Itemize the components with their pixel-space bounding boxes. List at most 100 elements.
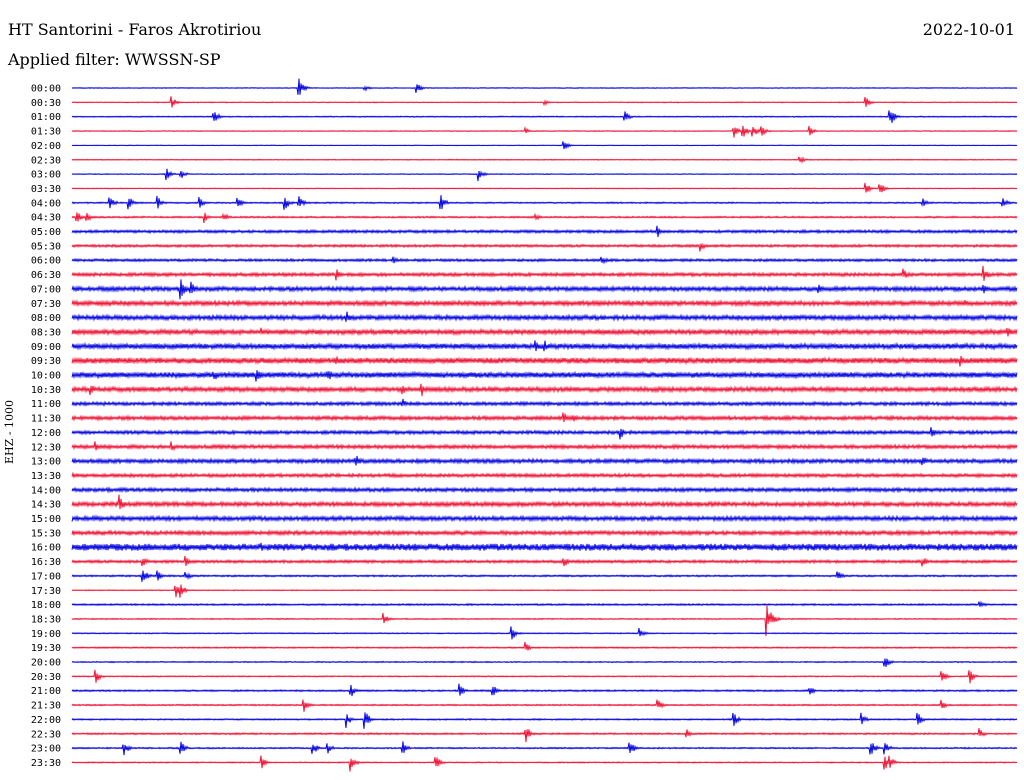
trace-1600 [71, 542, 1018, 552]
trace-1900 [71, 626, 1018, 640]
trace-1500 [71, 514, 1018, 523]
row-time-label: 19:00 [31, 629, 61, 640]
row-time-label: 12:30 [31, 442, 61, 453]
row-time-label: 07:00 [31, 284, 61, 295]
trace-0600 [71, 256, 1018, 265]
row-time-label: 00:00 [31, 84, 61, 95]
trace-1300 [71, 455, 1018, 466]
row-time-label: 11:00 [31, 399, 61, 410]
trace-0730 [71, 299, 1018, 308]
trace-0030 [71, 96, 1018, 108]
trace-0900 [71, 340, 1018, 352]
row-time-label: 10:30 [31, 385, 61, 396]
row-time-label: 21:30 [31, 701, 61, 712]
station-title: HT Santorini - Faros Akrotiriou [8, 20, 262, 39]
row-time-label: 06:30 [31, 270, 61, 281]
row-time-label: 04:30 [31, 213, 61, 224]
trace-1800 [71, 600, 1018, 608]
row-time-label: 02:30 [31, 155, 61, 166]
trace-2030 [71, 669, 1018, 684]
trace-0400 [71, 195, 1018, 210]
row-time-label: 08:00 [31, 313, 61, 324]
row-time-label: 13:30 [31, 471, 61, 482]
trace-1730 [71, 584, 1018, 598]
trace-0200 [71, 141, 1018, 150]
trace-1200 [71, 427, 1018, 440]
filter-label: Applied filter: WWSSN-SP [8, 50, 221, 69]
row-time-label: 23:30 [31, 758, 61, 769]
row-time-label: 04:00 [31, 198, 61, 209]
row-time-label: 03:00 [31, 170, 61, 181]
trace-0230 [71, 156, 1018, 164]
row-time-label: 18:30 [31, 614, 61, 625]
row-time-label: 17:00 [31, 571, 61, 582]
trace-0700 [71, 279, 1018, 300]
row-time-label: 16:30 [31, 557, 61, 568]
trace-1630 [71, 555, 1018, 567]
trace-0330 [71, 182, 1018, 193]
trace-1830 [71, 605, 1018, 637]
row-time-label: 19:30 [31, 643, 61, 654]
row-time-label: 11:30 [31, 414, 61, 425]
trace-1030 [71, 383, 1018, 397]
trace-2330 [71, 755, 1018, 772]
row-time-label: 01:00 [31, 112, 61, 123]
row-time-label: 22:30 [31, 729, 61, 740]
row-time-label: 20:00 [31, 658, 61, 669]
trace-1330 [71, 471, 1018, 479]
row-time-label: 02:00 [31, 141, 61, 152]
date-label: 2022-10-01 [922, 20, 1015, 39]
trace-2100 [71, 683, 1018, 697]
trace-1530 [71, 529, 1018, 537]
row-time-label: 07:30 [31, 299, 61, 310]
trace-1430 [71, 494, 1018, 510]
trace-0830 [71, 327, 1018, 337]
row-time-label: 06:00 [31, 256, 61, 267]
trace-2230 [71, 728, 1018, 743]
trace-2000 [71, 658, 1018, 668]
trace-0100 [71, 110, 1018, 123]
trace-0530 [71, 242, 1018, 252]
row-time-label: 05:30 [31, 241, 61, 252]
trace-1130 [71, 412, 1018, 423]
row-time-label: 10:00 [31, 371, 61, 382]
trace-1700 [71, 570, 1018, 582]
row-time-label: 15:00 [31, 514, 61, 525]
row-time-label: 17:30 [31, 586, 61, 597]
trace-1930 [71, 641, 1018, 651]
trace-0000 [71, 78, 1018, 95]
row-time-label: 15:30 [31, 528, 61, 539]
row-time-label: 09:00 [31, 342, 61, 353]
row-time-label: 13:00 [31, 457, 61, 468]
trace-0930 [71, 356, 1018, 367]
row-time-label: 12:00 [31, 428, 61, 439]
trace-1100 [71, 398, 1018, 407]
row-time-label: 16:00 [31, 543, 61, 554]
trace-2300 [71, 741, 1018, 756]
row-time-label: 08:30 [31, 327, 61, 338]
row-time-label: 22:00 [31, 715, 61, 726]
trace-1000 [71, 370, 1018, 382]
trace-0630 [71, 265, 1018, 281]
row-time-label: 18:00 [31, 600, 61, 611]
row-time-label: 00:30 [31, 98, 61, 109]
row-time-label: 05:00 [31, 227, 61, 238]
row-time-label: 14:30 [31, 500, 61, 511]
row-time-label: 03:30 [31, 184, 61, 195]
trace-0300 [71, 168, 1018, 182]
row-time-label: 14:00 [31, 485, 61, 496]
row-time-label: 21:00 [31, 686, 61, 697]
row-time-label: 20:30 [31, 672, 61, 683]
trace-0500 [71, 225, 1018, 238]
row-time-label: 01:30 [31, 127, 61, 138]
trace-0430 [71, 212, 1018, 224]
trace-2130 [71, 699, 1018, 712]
row-time-label: 23:00 [31, 744, 61, 755]
trace-1400 [71, 486, 1018, 494]
trace-0800 [71, 311, 1018, 322]
trace-2200 [71, 712, 1018, 729]
trace-0130 [71, 125, 1018, 138]
row-time-label: 09:30 [31, 356, 61, 367]
trace-1230 [71, 441, 1018, 452]
